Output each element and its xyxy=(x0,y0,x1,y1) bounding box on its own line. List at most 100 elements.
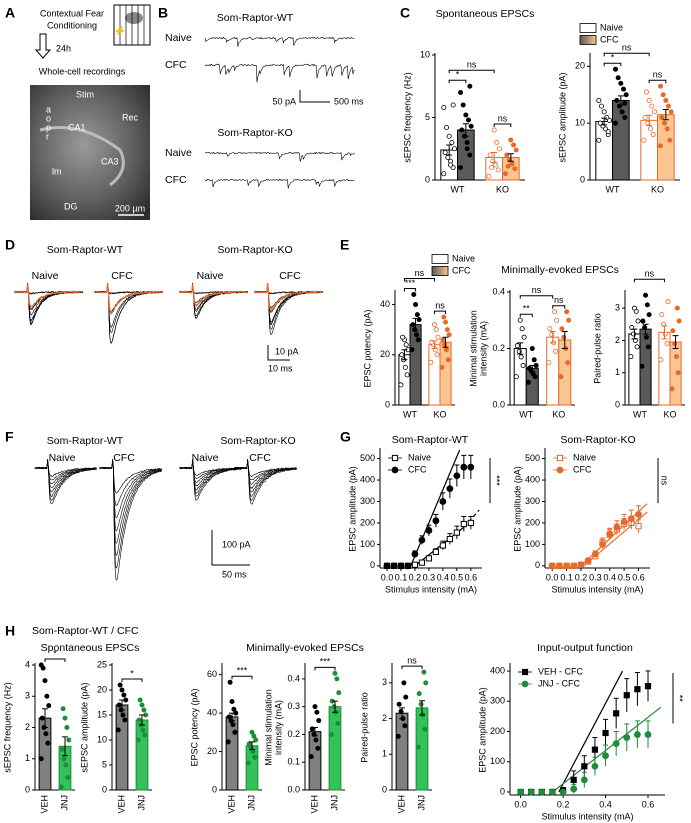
data-point xyxy=(512,166,518,172)
error-bar xyxy=(631,328,638,340)
data-point xyxy=(570,776,577,783)
data-point xyxy=(531,357,537,363)
panel-label: G xyxy=(340,429,351,445)
panel-title: Spontaneous EPSCs xyxy=(436,8,535,20)
legend-label: Naive xyxy=(408,452,431,462)
data-point xyxy=(468,123,474,129)
scale-bar xyxy=(299,90,330,103)
data-point xyxy=(414,312,420,318)
trace xyxy=(94,283,164,315)
significance-label: ns xyxy=(407,656,417,666)
x-tick-label: KO xyxy=(651,184,664,194)
x-tick-label: JNJ xyxy=(329,795,339,811)
image-label: a xyxy=(46,104,51,114)
data-point xyxy=(404,372,410,378)
data-point xyxy=(659,312,665,318)
data-point xyxy=(418,701,424,707)
y-tick-label: 10 xyxy=(420,49,430,59)
data-point xyxy=(517,317,523,323)
data-point xyxy=(464,146,470,152)
data-point xyxy=(62,715,68,721)
y-tick-label: 0 xyxy=(382,784,387,794)
y-tick-label: 300 xyxy=(360,496,375,506)
data-point xyxy=(119,687,125,693)
image-label: CA3 xyxy=(101,156,119,166)
data-point xyxy=(623,734,631,741)
data-point xyxy=(601,109,607,115)
data-point xyxy=(561,334,567,340)
data-point xyxy=(232,729,238,735)
significance-label: ns xyxy=(660,476,670,486)
significance-label: *** xyxy=(320,657,331,667)
data-point xyxy=(464,139,470,145)
y-axis-label: sEPSC frequency (Hz) xyxy=(402,72,412,163)
data-point xyxy=(644,731,652,738)
error-bar xyxy=(312,727,318,737)
data-point xyxy=(312,704,318,710)
data-point xyxy=(428,359,434,365)
y-tick-label: 2 xyxy=(382,713,387,723)
error-bar xyxy=(561,331,568,349)
data-point xyxy=(403,694,409,700)
x-tick-label: 0.6 xyxy=(465,572,478,582)
data-point xyxy=(415,337,421,343)
data-point xyxy=(674,305,680,311)
data-point xyxy=(66,737,72,743)
y-tick-label: 100 xyxy=(490,756,505,766)
y-axis-label: EPSC potency (pA) xyxy=(189,688,199,766)
data-point xyxy=(643,292,649,298)
data-point xyxy=(413,302,419,308)
data-point xyxy=(660,92,666,98)
error-bar xyxy=(549,331,556,344)
trace xyxy=(94,283,163,329)
significance-label: *** xyxy=(405,278,416,288)
panel-label: C xyxy=(400,5,410,21)
x-tick-label: 0.1 xyxy=(395,572,408,582)
fit-line xyxy=(552,706,662,793)
data-point xyxy=(391,466,399,474)
y-tick-label: 100 xyxy=(525,539,540,549)
data-point xyxy=(591,762,599,770)
significance-label: ns xyxy=(498,113,508,123)
trace xyxy=(234,458,297,505)
significance-label: * xyxy=(130,668,134,678)
data-point xyxy=(613,66,619,72)
data-point xyxy=(251,733,257,739)
y-tick-label: 0 xyxy=(102,784,107,794)
data-point xyxy=(549,331,555,337)
fit-line xyxy=(558,670,624,793)
data-point xyxy=(449,139,455,145)
bar xyxy=(225,716,239,791)
significance-label: * xyxy=(53,648,57,658)
panel-label: B xyxy=(158,5,168,21)
fit-line xyxy=(410,449,461,567)
x-tick-label: JNJ xyxy=(246,795,256,811)
data-point xyxy=(646,312,652,318)
data-point xyxy=(581,763,588,770)
data-point xyxy=(390,562,398,570)
data-point xyxy=(391,454,399,462)
data-point xyxy=(229,699,235,705)
data-point xyxy=(432,517,440,525)
data-point xyxy=(400,334,406,340)
y-axis-label: EPSC potency (pA) xyxy=(362,309,372,387)
y-tick-label: 10 xyxy=(97,734,107,744)
x-tick-label: 0.6 xyxy=(642,799,655,809)
trace xyxy=(179,283,248,307)
trace xyxy=(254,283,324,325)
arrow xyxy=(34,33,52,59)
y-tick-label: 200 xyxy=(360,517,375,527)
trace xyxy=(254,283,324,323)
y-tick-label: 400 xyxy=(525,474,540,484)
data-point xyxy=(398,382,404,388)
x-tick-label: 0.2 xyxy=(557,799,570,809)
error-bar xyxy=(401,349,408,361)
genotype: Som-Raptor-KO xyxy=(217,127,292,139)
data-point xyxy=(443,347,449,353)
trace xyxy=(254,283,323,326)
data-point xyxy=(252,754,258,760)
trace xyxy=(234,459,297,493)
error-bar xyxy=(646,114,653,126)
data-point xyxy=(460,520,467,528)
y-tick-label: 400 xyxy=(360,474,375,484)
